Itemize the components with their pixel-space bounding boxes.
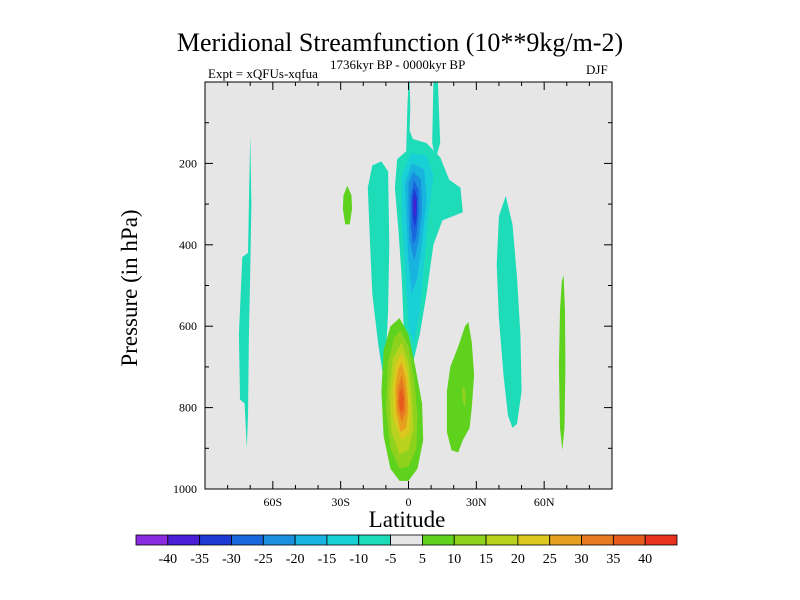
- season-label: DJF: [586, 62, 608, 77]
- colorbar-label: 30: [575, 552, 589, 567]
- y-tick-label: 400: [179, 238, 197, 252]
- contour-positive-20N-inner: [461, 385, 467, 408]
- y-tick-label: 800: [179, 401, 197, 415]
- x-tick-label: 0: [406, 495, 412, 509]
- period-label: 1736kyr BP - 0000kyr BP: [330, 57, 466, 72]
- colorbar-label: -25: [254, 552, 273, 567]
- x-tick-label: 60N: [534, 495, 555, 509]
- colorbar-swatch: [549, 534, 582, 546]
- colorbar-swatch: [612, 534, 646, 546]
- colorbar-label: -30: [222, 552, 241, 567]
- experiment-label: Expt = xQFUs-xqfua: [208, 66, 318, 81]
- contour-negative-45N: [496, 196, 522, 428]
- colorbar-label: 35: [606, 552, 620, 567]
- colorbar-label: -10: [349, 552, 368, 567]
- x-tick-label: 60S: [263, 495, 282, 509]
- colorbar-swatch: [167, 534, 201, 546]
- colorbar-swatch: [453, 534, 487, 546]
- x-axis-label: Latitude: [368, 507, 446, 532]
- colorbar-label: -15: [318, 552, 337, 567]
- colorbar-label: 40: [638, 552, 652, 567]
- colorbar-label: -20: [286, 552, 305, 567]
- chart-title: Meridional Streamfunction (10**9kg/m-2): [176, 28, 624, 57]
- contour-negative-core-1: [432, 82, 441, 160]
- x-tick-label: 30S: [331, 495, 350, 509]
- colorbar-label: 25: [543, 552, 557, 567]
- y-tick-label: 600: [179, 319, 197, 333]
- colorbar-label: -40: [158, 552, 177, 567]
- contour-positive-20N: [446, 322, 475, 453]
- y-tick-label: 1000: [173, 482, 197, 496]
- colorbar-swatch: [644, 534, 678, 546]
- contour-positive-30S: [342, 185, 352, 225]
- colorbar-swatch: [517, 534, 551, 546]
- contour-negative-core-7: [413, 196, 416, 217]
- colorbar-label: 15: [479, 552, 493, 567]
- colorbar-label: 10: [447, 552, 461, 567]
- y-tick-label: 200: [179, 156, 197, 170]
- colorbar-label: 5: [419, 552, 426, 567]
- colorbar-swatch: [231, 534, 264, 546]
- colorbar-swatch: [326, 534, 360, 546]
- contour-positive-68N: [558, 275, 566, 451]
- colorbar-swatch: [422, 534, 455, 546]
- colorbar: -40 -35 -30 -25 -20 -15 -10 -5 5 10 15 20 25 30 35 40: [135, 534, 678, 567]
- colorbar-swatch: [358, 534, 391, 546]
- axes-layer: 60S 30S 0 30N 60N 200 400 600 800 1000: [173, 82, 612, 509]
- colorbar-swatch: [135, 534, 169, 546]
- colorbar-swatch: [294, 534, 328, 546]
- colorbar-swatch: [262, 534, 296, 546]
- x-tick-label: 30N: [466, 495, 487, 509]
- colorbar-swatch: [390, 534, 423, 546]
- contour-negative-60S: [238, 134, 252, 449]
- colorbar-swatch: [485, 534, 519, 546]
- contour-negative-15S: [367, 161, 390, 380]
- colorbar-label: 20: [511, 552, 525, 567]
- contour-layer: [238, 82, 566, 481]
- colorbar-label: -5: [385, 552, 397, 567]
- contour-positive-core-6: [399, 387, 404, 413]
- colorbar-swatch: [581, 534, 614, 546]
- colorbar-label: -35: [190, 552, 209, 567]
- colorbar-swatch: [199, 534, 232, 546]
